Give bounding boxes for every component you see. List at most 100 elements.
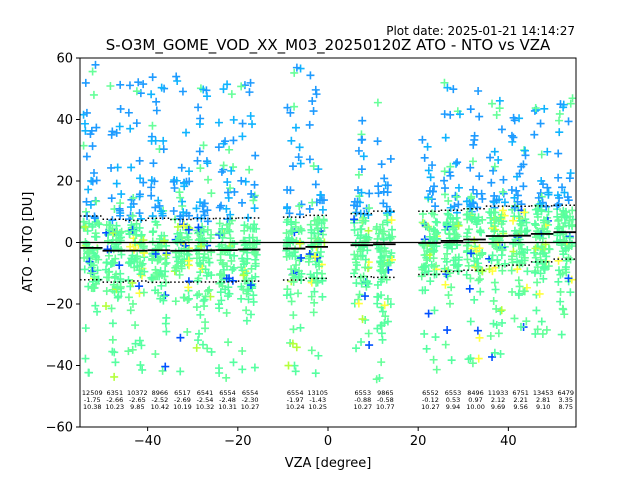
data-point <box>226 184 235 193</box>
data-point <box>139 288 148 297</box>
data-point <box>486 331 495 340</box>
data-point <box>193 276 202 285</box>
data-point <box>443 326 452 335</box>
data-point <box>531 221 540 230</box>
data-point <box>80 253 89 262</box>
data-point <box>214 143 223 152</box>
data-point <box>161 362 170 371</box>
data-point <box>560 236 569 245</box>
data-point <box>88 67 97 76</box>
data-point <box>158 209 167 218</box>
data-point <box>137 230 146 239</box>
data-point <box>157 83 166 92</box>
data-point <box>291 252 300 261</box>
data-point <box>381 312 390 321</box>
data-point <box>350 225 359 234</box>
data-point <box>419 263 428 272</box>
data-point <box>352 208 361 217</box>
data-point <box>470 295 479 304</box>
data-point <box>192 204 201 213</box>
data-point <box>531 104 540 113</box>
data-point <box>173 222 182 231</box>
data-point <box>374 189 383 198</box>
data-point <box>229 358 238 367</box>
data-point <box>537 317 546 326</box>
data-point <box>148 121 157 130</box>
data-point <box>311 252 320 261</box>
bin-std-label: 9.10 <box>536 403 550 411</box>
data-point <box>152 97 161 106</box>
data-point <box>468 157 477 166</box>
data-point <box>305 155 314 164</box>
data-point <box>554 224 563 233</box>
bin-mean-label: -2.69 <box>174 396 191 404</box>
data-point <box>117 287 126 296</box>
data-point <box>295 143 304 152</box>
data-point <box>554 173 563 182</box>
data-point <box>443 243 452 252</box>
data-point <box>357 188 366 197</box>
data-point <box>237 294 246 303</box>
data-point <box>567 239 576 248</box>
data-point <box>124 275 133 284</box>
data-point <box>317 269 326 278</box>
bin-std-label: 10.77 <box>376 403 395 411</box>
data-point <box>136 270 145 279</box>
data-point <box>147 191 156 200</box>
data-point <box>449 256 458 265</box>
bin-count-label: 6553 <box>355 389 372 397</box>
data-point <box>239 260 248 269</box>
bin-count-label: 6554 <box>242 389 259 397</box>
data-point <box>495 96 504 105</box>
data-point <box>148 254 157 263</box>
data-point <box>426 173 435 182</box>
data-point <box>200 250 209 259</box>
data-point <box>296 64 305 73</box>
data-point <box>246 78 255 87</box>
bin-mean-label: -2.65 <box>129 396 146 404</box>
data-point <box>510 193 519 202</box>
statistics-lines <box>80 204 576 284</box>
data-point <box>560 188 569 197</box>
data-point <box>558 183 567 192</box>
data-point <box>315 237 324 246</box>
data-point <box>378 307 387 316</box>
data-point <box>512 186 521 195</box>
y-axis-label: ATO - NTO [DU] <box>21 192 36 293</box>
data-point <box>86 130 95 139</box>
data-point <box>242 306 251 315</box>
data-point <box>453 158 462 167</box>
data-point <box>488 267 497 276</box>
data-point <box>567 220 576 229</box>
data-point <box>469 185 478 194</box>
data-point <box>382 247 391 256</box>
data-point <box>227 256 236 265</box>
data-point <box>441 280 450 289</box>
data-point <box>151 286 160 295</box>
data-point <box>183 295 192 304</box>
data-point <box>555 109 564 118</box>
data-point <box>430 262 439 271</box>
data-point <box>445 299 454 308</box>
data-point <box>357 337 366 346</box>
scatter-column <box>147 73 171 375</box>
bin-count-label: 13453 <box>533 389 554 397</box>
data-point <box>559 206 568 215</box>
data-point <box>224 225 233 234</box>
data-point <box>199 207 208 216</box>
data-point <box>372 375 381 384</box>
data-point <box>287 265 296 274</box>
data-point <box>222 373 231 382</box>
data-point <box>429 355 438 364</box>
data-point <box>225 250 234 259</box>
data-point <box>248 279 257 288</box>
data-point <box>244 295 253 304</box>
data-point <box>135 223 144 232</box>
data-point <box>307 346 316 355</box>
data-point <box>446 171 455 180</box>
data-point <box>424 267 433 276</box>
data-point <box>475 333 484 342</box>
